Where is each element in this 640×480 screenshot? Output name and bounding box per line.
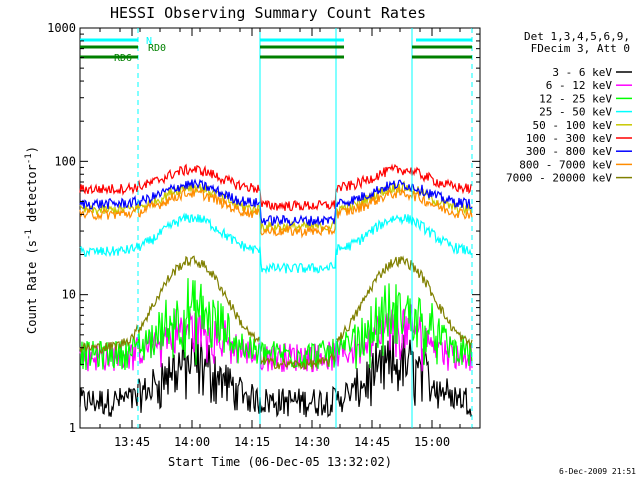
series-line <box>79 278 473 371</box>
legend-entry-label: 3 - 6 keV <box>552 66 612 79</box>
x-tick-label: 13:45 <box>114 435 150 449</box>
axis-layer: 1 10 100 1000 13:45 14:00 14:15 14:30 14:45 15:00 <box>47 21 481 449</box>
series-line <box>79 255 473 370</box>
legend-header-line-2: FDecim 3, Att 0 <box>531 42 630 55</box>
legend-entry-label: 100 - 300 keV <box>526 132 612 145</box>
chart-title: HESSI Observing Summary Count Rates <box>110 4 426 22</box>
legend-entry-label: 300 - 800 keV <box>526 145 612 158</box>
y-axis-label: Count Rate (s-1 detector-1) <box>24 146 39 334</box>
y-tick-label: 1000 <box>47 21 76 35</box>
y-tick-label: 10 <box>62 288 76 302</box>
series-line <box>79 187 473 239</box>
legend-entry-label: 7000 - 20000 keV <box>506 172 612 185</box>
x-tick-label: 14:30 <box>294 435 330 449</box>
flag-label-rd6: RD6 <box>114 53 132 64</box>
y-tick-label: 1 <box>69 421 76 435</box>
legend-entry-label: 12 - 25 keV <box>539 92 612 105</box>
x-tick-label: 14:45 <box>354 435 390 449</box>
y-axis-label-main: Count Rate (s <box>25 240 39 334</box>
series-layer <box>79 163 473 418</box>
series-line <box>79 332 473 418</box>
legend-header-line-1: Det 1,3,4,5,6,9, <box>524 30 630 43</box>
flag-label-rd0: RD0 <box>148 43 166 54</box>
y-tick-label: 100 <box>54 154 76 168</box>
series-line <box>79 163 473 212</box>
y-axis-label-end: ) <box>25 146 39 153</box>
x-tick-label: 15:00 <box>414 435 450 449</box>
series-line <box>79 212 473 275</box>
x-tick-label: 14:00 <box>174 435 210 449</box>
y-axis-label-mid: detector <box>25 164 39 229</box>
legend: Det 1,3,4,5,6,9, FDecim 3, Att 0 3 - 6 k… <box>506 30 632 185</box>
legend-entry-label: 25 - 50 keV <box>539 106 612 119</box>
legend-entry-label: 50 - 100 keV <box>533 119 613 132</box>
legend-entry-label: 800 - 7000 keV <box>519 158 612 171</box>
y-axis-label-sup2: -1 <box>24 153 34 164</box>
series-line <box>79 178 473 227</box>
flag-label-n: N <box>146 36 152 47</box>
legend-entry-label: 6 - 12 keV <box>546 79 613 92</box>
x-tick-label: 14:15 <box>234 435 270 449</box>
footer-date: 6-Dec-2009 21:51 <box>559 467 636 476</box>
x-axis-label: Start Time (06-Dec-05 13:32:02) <box>168 455 392 469</box>
y-axis-label-sup1: -1 <box>24 229 34 240</box>
